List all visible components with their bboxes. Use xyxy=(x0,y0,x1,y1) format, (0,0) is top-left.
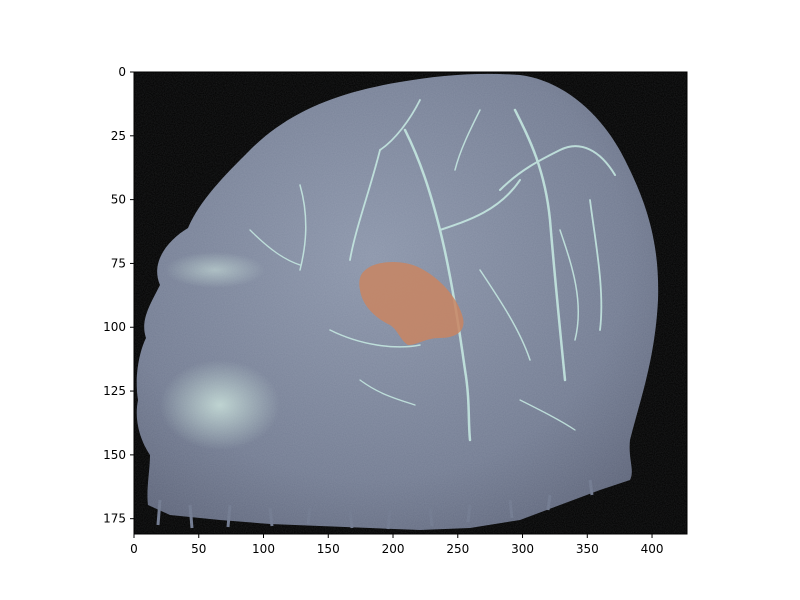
x-tick-label: 300 xyxy=(511,542,534,556)
face-glow xyxy=(160,360,280,450)
y-tick-label: 0 xyxy=(118,65,126,79)
x-tick-label: 350 xyxy=(576,542,599,556)
x-tick-label: 400 xyxy=(641,542,664,556)
y-tick-label: 25 xyxy=(111,129,126,143)
y-axis: 0 25 50 75 100 125 150 175 xyxy=(103,65,134,526)
x-tick-label: 250 xyxy=(446,542,469,556)
x-tick-label: 50 xyxy=(191,542,206,556)
y-tick-label: 50 xyxy=(111,193,126,207)
head-volume-rendering xyxy=(134,72,687,534)
y-tick-label: 175 xyxy=(103,512,126,526)
x-tick-label: 150 xyxy=(317,542,340,556)
y-tick-label: 150 xyxy=(103,448,126,462)
x-tick-label: 100 xyxy=(252,542,275,556)
eye-glow xyxy=(165,252,265,288)
x-tick-label: 0 xyxy=(130,542,138,556)
y-tick-label: 125 xyxy=(103,384,126,398)
x-tick-label: 200 xyxy=(382,542,405,556)
plot-area xyxy=(134,72,687,534)
y-tick-label: 100 xyxy=(103,320,126,334)
y-tick-label: 75 xyxy=(111,256,126,270)
x-axis: 0 50 100 150 200 250 300 350 400 xyxy=(130,534,663,556)
